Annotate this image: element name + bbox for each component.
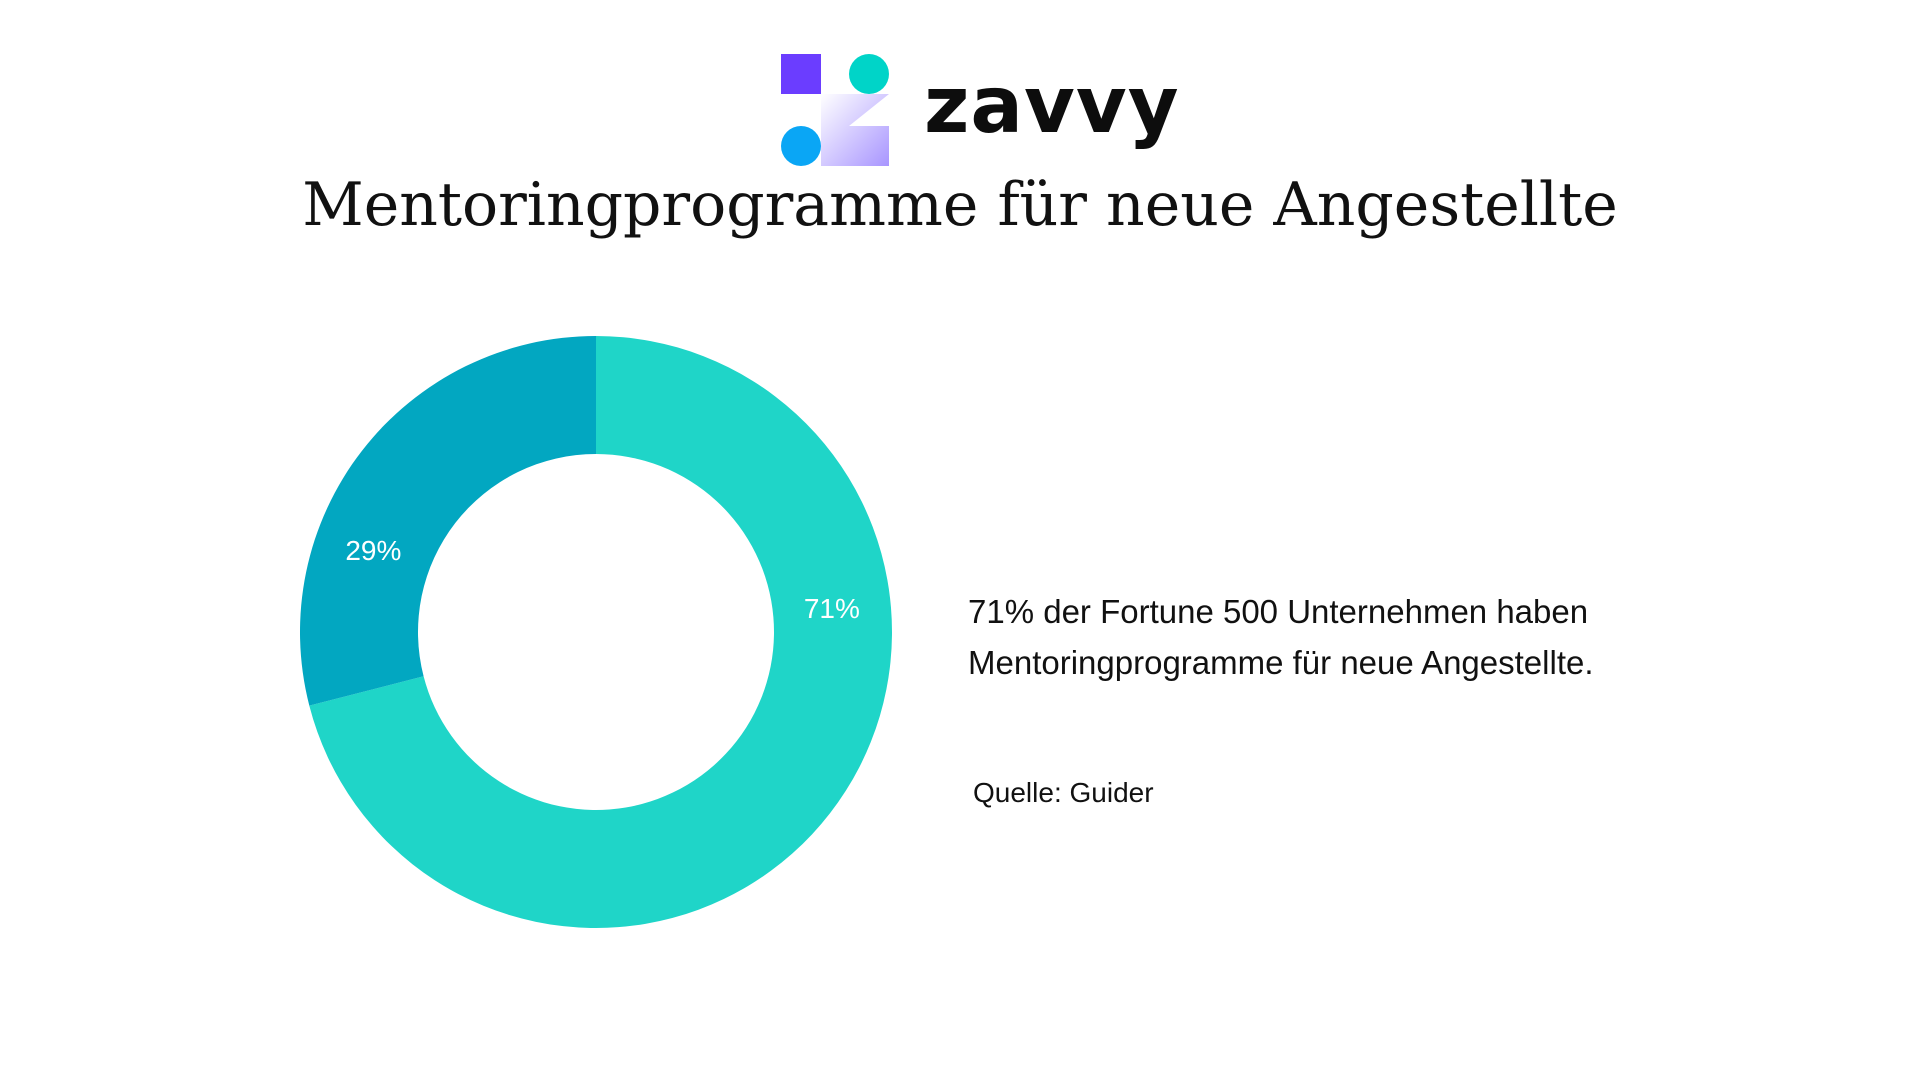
brand-name: zavvy — [924, 61, 1180, 151]
donut-slice-1 — [300, 336, 596, 706]
donut-slice-label-1: 29% — [345, 535, 401, 566]
zavvy-logo-mark-icon — [781, 54, 889, 166]
source-note: Quelle: Guider — [973, 777, 1154, 808]
description-text: 71% der Fortune 500 Unternehmen haben Me… — [968, 593, 1594, 681]
page-title: Mentoringprogramme für neue Angestellte — [302, 170, 1618, 240]
donut-chart: 71% 29% — [300, 336, 892, 928]
zavvy-logo: zavvy — [781, 54, 1179, 166]
donut-slice-label-0: 71% — [804, 593, 860, 624]
donut-slice-0 — [309, 336, 892, 928]
